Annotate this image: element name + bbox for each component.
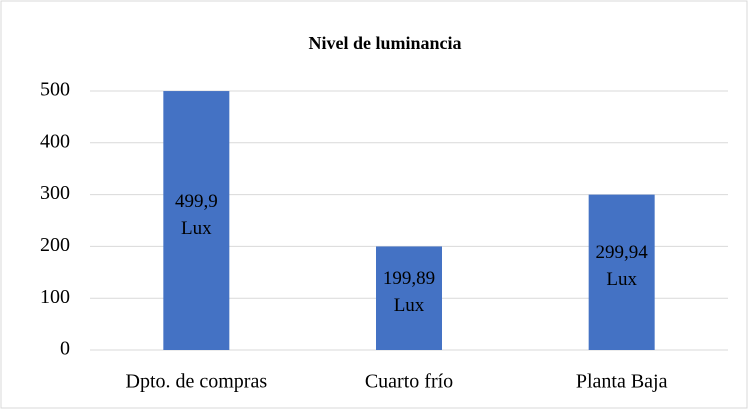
bar [163,91,230,350]
y-tick-label: 100 [40,286,70,308]
value-label: 199,89 Lux [382,268,436,317]
x-tick-label: Cuarto frío [365,371,453,393]
value-label: 299,94 Lux [595,242,648,291]
x-tick-label: Dpto. de compras [126,371,268,393]
y-tick-label: 0 [60,338,70,360]
x-tick-label: Planta Baja [576,371,668,393]
bar [588,194,655,350]
y-tick-label: 500 [40,79,70,101]
y-tick-label: 400 [40,130,70,152]
value-label: 499,9 Lux [174,190,218,239]
y-tick-label: 300 [40,182,70,204]
chart-title: Nivel de luminancia [308,33,461,53]
bar [376,246,442,350]
y-tick-label: 200 [40,234,70,256]
